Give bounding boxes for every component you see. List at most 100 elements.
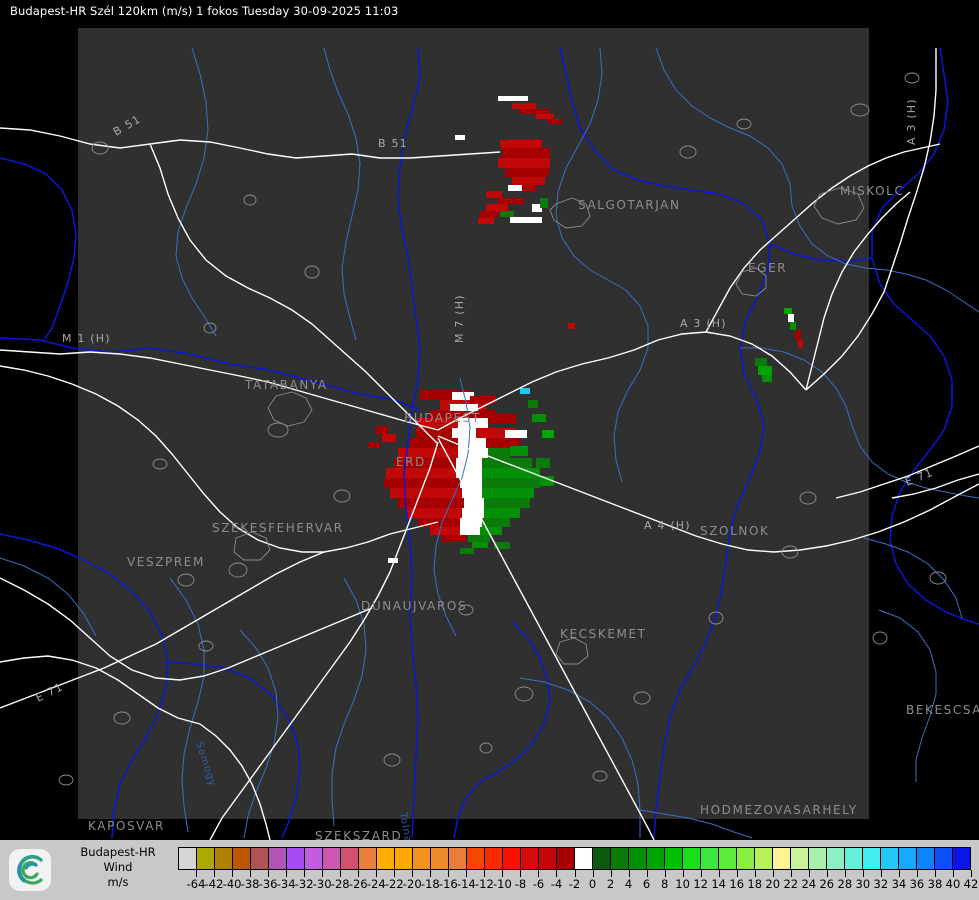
colorbar-tick-label: -40 [222, 877, 242, 891]
colorbar-cell [269, 848, 287, 869]
colorbar[interactable] [178, 847, 971, 870]
colorbar-tick-mark [556, 870, 558, 877]
colorbar-cell [359, 848, 377, 869]
road-label: A 4 (H) [644, 519, 691, 532]
colorbar-tick-label: -8 [514, 877, 527, 891]
colorbar-tick-mark [466, 870, 468, 877]
colorbar-ticks: -64 -42 -40 -38 -36 -34 -32 -30 -28 -26 -24 -22 -20-… [178, 870, 978, 893]
colorbar-cell [647, 848, 665, 869]
colorbar-tick-mark [592, 870, 594, 877]
colorbar-tick-mark [502, 870, 504, 877]
colorbar-tick-label: 38 [927, 877, 943, 891]
colorbar-tick-label: -42 [204, 877, 224, 891]
colorbar-cell [305, 848, 323, 869]
colorbar-tick-label: 34 [891, 877, 907, 891]
city-label: TATABANYA [244, 378, 328, 392]
colorbar-tick-mark [646, 870, 648, 877]
colorbar-tick-label: 20 [765, 877, 781, 891]
colorbar-tick-mark [628, 870, 630, 877]
radar-map-viewport[interactable]: SALGOTARJAN MISKOLC EGER TATABANYA BUDAPEST E… [0, 18, 979, 840]
colorbar-tick-label: 42 [963, 877, 979, 891]
colorbar-tick-mark [736, 870, 738, 877]
colorbar-cell [449, 848, 467, 869]
colorbar-tick-mark [664, 870, 666, 877]
colorbar-tick-label: 14 [711, 877, 726, 891]
colorbar-tick-label: 28 [837, 877, 853, 891]
colorbar-tick-mark [340, 870, 342, 877]
radar-map[interactable]: SALGOTARJAN MISKOLC EGER TATABANYA BUDAPEST E… [0, 18, 979, 840]
legend-title-line2: Wind [103, 860, 133, 874]
colorbar-tick-mark [322, 870, 324, 877]
colorbar-tick-mark [394, 870, 396, 877]
colorbar-cell [737, 848, 755, 869]
colorbar-tick-label: 32 [873, 877, 889, 891]
radar-vortex-logo [9, 849, 51, 891]
radar-echo-layer [368, 96, 803, 563]
road-label: B 51 [378, 137, 408, 150]
colorbar-tick-mark [520, 870, 522, 877]
colorbar-tick-label: -28 [330, 877, 350, 891]
colorbar-tick-label: 26 [819, 877, 835, 891]
map-labels: SALGOTARJAN MISKOLC EGER TATABANYA BUDAPEST E… [34, 98, 979, 840]
colorbar-tick-mark [952, 870, 954, 877]
colorbar-tick-label: -38 [240, 877, 260, 891]
colorbar-tick-label: 16 [729, 877, 745, 891]
colorbar-tick-label: 10 [675, 877, 690, 891]
colorbar-cell [521, 848, 539, 869]
legend-title: Budapest-HR Wind m/s [62, 845, 174, 890]
city-label: SZEKSZARD [315, 829, 402, 840]
colorbar-tick-label: -36 [258, 877, 278, 891]
colorbar-tick-label: -26 [348, 877, 368, 891]
road-label: M 1 (H) [62, 332, 111, 345]
city-label: VESZPREM [127, 555, 205, 569]
colorbar-tick-mark [844, 870, 846, 877]
legend-bar: Budapest-HR Wind m/s -64 -42 -40 -38 -36 -34-… [0, 840, 979, 900]
colorbar-tick-mark [754, 870, 756, 877]
city-label: KECSKEMET [560, 627, 647, 641]
colorbar-tick-label: 40 [945, 877, 961, 891]
city-label: KAPOSVAR [88, 819, 165, 833]
colorbar-cell [575, 848, 593, 869]
colorbar-cell [683, 848, 701, 869]
colorbar-tick-label: -30 [312, 877, 332, 891]
colorbar-cell [611, 848, 629, 869]
colorbar-cell [719, 848, 737, 869]
colorbar-cell [485, 848, 503, 869]
colorbar-cell [215, 848, 233, 869]
colorbar-tick-label: -14 [456, 877, 476, 891]
colorbar-tick-mark [448, 870, 450, 877]
colorbar-cell [701, 848, 719, 869]
colorbar-tick-mark [610, 870, 612, 877]
colorbar-tick-mark [214, 870, 216, 877]
city-label: SALGOTARJAN [578, 198, 681, 212]
colorbar-tick-mark [484, 870, 486, 877]
colorbar-tick-label: -32 [294, 877, 314, 891]
colorbar-tick-mark [700, 870, 702, 877]
city-label: BUDAPEST [404, 411, 481, 425]
colorbar-tick-mark [232, 870, 234, 877]
colorbar-tick-label: 24 [801, 877, 817, 891]
colorbar-cell [413, 848, 431, 869]
colorbar-tick-label: -4 [550, 877, 563, 891]
colorbar-cell [953, 848, 970, 869]
colorbar-cell [395, 848, 413, 869]
colorbar-cell [791, 848, 809, 869]
city-label: HODMEZOVASARHELY [700, 803, 858, 817]
colorbar-cell [863, 848, 881, 869]
road-label: A 3 (H) [905, 98, 918, 145]
colorbar-tick-label: -24 [366, 877, 386, 891]
colorbar-tick-label: 2 [606, 877, 615, 891]
colorbar-tick-mark [358, 870, 360, 877]
colorbar-cell [593, 848, 611, 869]
colorbar-cell [629, 848, 647, 869]
colorbar-cell [773, 848, 791, 869]
colorbar-cell [503, 848, 521, 869]
colorbar-cell [431, 848, 449, 869]
colorbar-tick-label: -18 [420, 877, 440, 891]
colorbar-tick-label: -10 [493, 877, 512, 891]
colorbar-wrapper: -64 -42 -40 -38 -36 -34 -32 -30 -28 -26 -24 -22 -20-… [178, 847, 978, 893]
colorbar-tick-label: 0 [588, 877, 597, 891]
colorbar-cell [809, 848, 827, 869]
colorbar-cell [251, 848, 269, 869]
colorbar-cell [827, 848, 845, 869]
